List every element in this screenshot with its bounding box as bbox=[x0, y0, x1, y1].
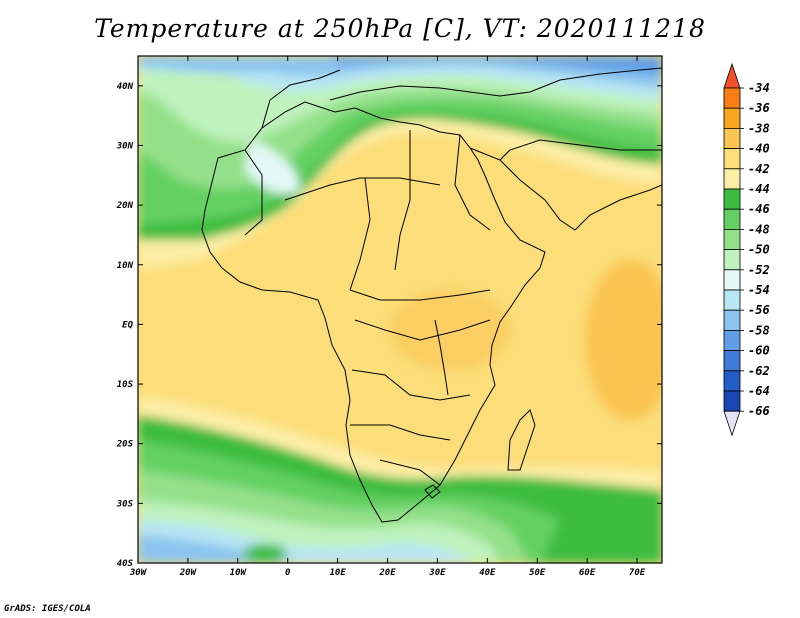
lon-tick-label: 40E bbox=[479, 568, 496, 578]
longitude-axis: 30W 20W 10W 0 10E 20E 30E 40E 50E 60E 70E bbox=[129, 56, 646, 578]
colorbar-label: -56 bbox=[748, 303, 770, 317]
sudan-border bbox=[454, 134, 491, 231]
temperature-field bbox=[138, 56, 662, 563]
credit-label: GrADS: IGES/COLA bbox=[4, 604, 91, 614]
lat-tick-label: EQ bbox=[122, 320, 133, 330]
plot-frame bbox=[137, 55, 663, 564]
colorbar-bottom-arrow bbox=[723, 410, 741, 437]
colorbar-swatch bbox=[723, 168, 741, 190]
colorbar-swatch bbox=[723, 309, 741, 331]
coastlines bbox=[201, 67, 662, 523]
warm-patch-central bbox=[390, 290, 510, 370]
middle-east-border bbox=[499, 139, 662, 161]
africa-coast bbox=[201, 101, 546, 523]
namibia-border bbox=[350, 424, 451, 441]
mauritania-border bbox=[244, 149, 263, 236]
colorbar-label: -66 bbox=[748, 404, 770, 418]
map-title: Temperature at 250hPa [C], VT: 202011121… bbox=[94, 14, 706, 43]
colorbar-label: -34 bbox=[748, 81, 770, 95]
band-north-58 bbox=[330, 56, 662, 75]
great-lakes bbox=[434, 319, 449, 396]
lat-tick-label: 40N bbox=[117, 82, 134, 92]
colorbar-swatch bbox=[723, 87, 741, 109]
warm-blob-south-atlantic bbox=[243, 544, 287, 562]
colorbar-label: -48 bbox=[748, 222, 770, 236]
madagascar-coast bbox=[507, 409, 536, 471]
colorbar-label: -64 bbox=[748, 384, 770, 398]
colorbar-swatch bbox=[723, 249, 741, 271]
colorbar-swatch bbox=[723, 228, 741, 250]
lat-tick-label: 10N bbox=[117, 261, 134, 271]
colorbar-label: -36 bbox=[748, 101, 770, 115]
band-south-56 bbox=[138, 535, 310, 563]
lon-tick-label: 10E bbox=[329, 568, 346, 578]
colorbar-swatch bbox=[723, 289, 741, 311]
lon-tick-label: 10W bbox=[230, 568, 248, 578]
sahel-border bbox=[284, 177, 441, 201]
mediterranean-north bbox=[329, 67, 662, 101]
colorbar-label: -54 bbox=[748, 283, 770, 297]
lesotho bbox=[424, 484, 441, 499]
warm-core-indian-ocean bbox=[585, 260, 662, 420]
colorbar-label: -38 bbox=[748, 121, 770, 135]
colorbar-label: -42 bbox=[748, 162, 770, 176]
colorbar-swatch bbox=[723, 390, 741, 412]
colorbar-swatch bbox=[723, 269, 741, 291]
colorbar-label: -62 bbox=[748, 364, 770, 378]
pale-patch-sahara bbox=[245, 140, 300, 194]
band-southeast-46 bbox=[540, 515, 662, 563]
band-northwest-56 bbox=[138, 56, 300, 73]
lon-tick-label: 60E bbox=[579, 568, 596, 578]
lon-tick-label: 30E bbox=[428, 568, 446, 578]
colorbar-top-arrow bbox=[723, 62, 741, 89]
colorbar-swatch bbox=[723, 350, 741, 372]
lat-tick-label: 10S bbox=[117, 380, 134, 390]
central-border-1 bbox=[349, 177, 371, 291]
lon-tick-label: 70E bbox=[629, 568, 646, 578]
colorbar-label: -46 bbox=[748, 202, 770, 216]
lon-tick-label: 30W bbox=[129, 568, 148, 578]
colorbar-swatch bbox=[723, 188, 741, 210]
colorbar-swatch bbox=[723, 329, 741, 351]
colorbar-label: -44 bbox=[748, 182, 770, 196]
iberia-coast bbox=[261, 69, 341, 129]
central-border-2 bbox=[394, 130, 411, 271]
arabia-coast bbox=[469, 147, 662, 231]
colorbar-label: -52 bbox=[748, 263, 770, 277]
lon-tick-label: 20E bbox=[378, 568, 396, 578]
lat-tick-label: 40S bbox=[117, 559, 134, 569]
colorbar-label: -60 bbox=[748, 344, 770, 358]
colorbar-label: -40 bbox=[748, 142, 770, 156]
colorbar-label: -50 bbox=[748, 243, 770, 257]
south-africa-border bbox=[379, 459, 441, 486]
lat-tick-label: 30S bbox=[116, 499, 134, 509]
latitude-axis: 40N 30N 20N 10N EQ 10S 20S 30S 40S bbox=[116, 82, 662, 569]
lat-tick-label: 20S bbox=[116, 440, 134, 450]
lat-tick-label: 30N bbox=[116, 141, 134, 151]
central-africa-border bbox=[349, 289, 491, 301]
lon-tick-label: 50E bbox=[529, 568, 546, 578]
colorbar: -34 -36 -38 -40 -42 -44 -46 -48 -50 -52 -54 -56 -58 -… bbox=[723, 62, 770, 437]
angola-border bbox=[351, 369, 471, 401]
colorbar-swatch bbox=[723, 127, 741, 149]
colorbar-swatch bbox=[723, 370, 741, 392]
colorbar-swatch bbox=[723, 107, 741, 129]
colorbar-swatch bbox=[723, 148, 741, 170]
lat-tick-label: 20N bbox=[116, 201, 134, 211]
congo-border bbox=[354, 319, 491, 341]
colorbar-swatch bbox=[723, 208, 741, 230]
lon-tick-label: 0 bbox=[285, 568, 291, 578]
lon-tick-label: 20W bbox=[179, 568, 198, 578]
colorbar-label: -58 bbox=[748, 323, 770, 337]
